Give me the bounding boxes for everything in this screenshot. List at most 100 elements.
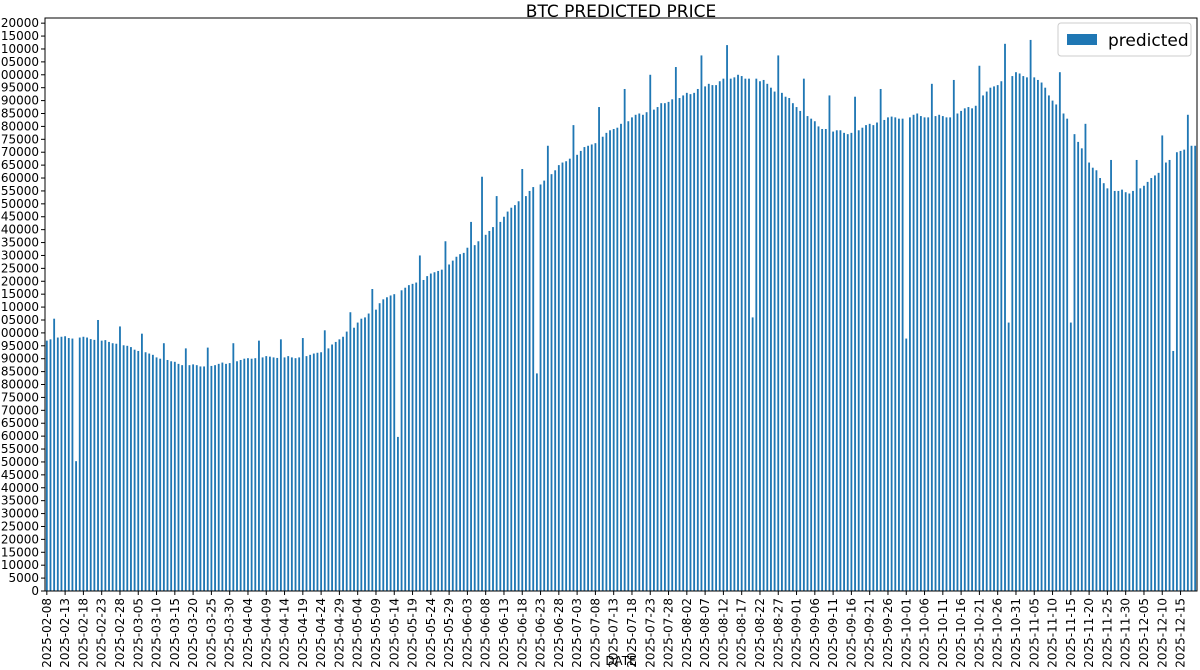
x-tick-label: 2025-05-04 [351,598,365,668]
bar [938,114,941,591]
bar [272,357,275,591]
bar [678,98,681,591]
y-tick-label: 35000 [1,494,39,508]
bar [1124,192,1127,591]
bar [1099,178,1101,591]
bar [868,123,871,591]
bar-series-predicted [45,39,1197,592]
bar [451,260,454,591]
bar [492,227,494,591]
bar [956,113,959,591]
bar [345,331,348,591]
bar [386,297,388,591]
x-tick-label: 2025-07-28 [662,598,676,668]
y-tick-label: 0 [31,584,39,598]
bar [653,109,655,591]
bar [378,303,381,591]
bar [883,119,886,591]
bar [1168,159,1171,591]
x-tick-label: 2025-11-20 [1082,598,1096,668]
bar [711,85,714,592]
bar [909,117,911,592]
bar [733,77,736,592]
x-tick-label: 2025-07-08 [588,598,602,668]
bar [817,126,820,591]
bar [375,309,377,591]
bar [788,98,791,591]
x-tick-label: 2025-06-28 [552,598,566,668]
bar [217,363,220,591]
bar [433,272,436,591]
bar [422,279,425,591]
x-tick-label: 2025-07-23 [643,598,657,668]
x-tick-label: 2025-08-17 [735,598,749,668]
bar [993,86,995,592]
y-tick-label: 205000 [0,55,39,69]
bar [857,130,860,591]
bar [631,117,633,592]
bar [737,74,739,591]
x-tick-label: 2025-10-11 [936,598,950,668]
plot-frame [44,17,1198,592]
bar [389,295,392,591]
bar [890,116,893,591]
bar [949,117,952,592]
x-tick-label: 2025-10-01 [899,598,913,668]
y-tick-label: 190000 [0,94,39,108]
bar [159,358,162,591]
bar [700,55,703,592]
x-axis: 2025-02-08 2025-02-13 2025-02-18 2025-02-23… [40,591,1188,668]
bar [1044,87,1047,591]
x-tick-label: 2025-04-14 [278,598,292,668]
y-tick-label: 25000 [1,519,39,533]
bar [590,144,593,591]
y-tick-label: 10000 [1,558,39,572]
x-tick-label: 2025-09-26 [881,598,895,668]
bar [645,112,648,592]
y-tick-label: 40000 [1,481,39,495]
bar [481,176,483,592]
bar [82,336,85,591]
bar [1179,150,1182,591]
bar [89,339,92,591]
x-tick-label: 2025-02-08 [40,598,54,668]
bar [148,353,151,591]
bar [667,101,670,591]
bar [1161,135,1164,591]
bar [214,365,216,591]
x-tick-label: 2025-04-29 [332,598,346,668]
bar [133,349,136,591]
y-tick-label: 100000 [0,326,39,340]
bar [75,461,77,591]
bar [579,150,582,591]
bar [729,78,732,591]
bar [53,318,56,591]
bar [503,216,505,592]
bar [115,343,118,591]
bar [126,345,129,591]
x-tick-label: 2025-04-04 [241,598,255,668]
x-tick-label: 2025-12-15 [1174,598,1188,668]
bar [912,114,915,591]
bar [616,127,619,591]
bar [429,273,432,591]
x-tick-label: 2025-08-27 [771,598,785,668]
x-tick-label: 2025-09-21 [863,598,877,668]
bar [784,96,787,591]
x-tick-label: 2025-08-07 [698,598,712,668]
x-tick-label: 2025-04-09 [259,598,273,668]
y-tick-label: 160000 [0,171,39,185]
bar [206,347,209,591]
bar [876,122,878,591]
bar [462,252,465,591]
x-tick-label: 2025-10-31 [1009,598,1023,668]
bar [660,103,663,592]
bar [521,168,524,592]
bar [528,190,531,591]
bar [887,117,889,592]
y-tick-label: 155000 [0,184,39,198]
bar [499,221,502,591]
bar [1000,81,1003,592]
bar [773,91,776,591]
bar [141,333,143,591]
